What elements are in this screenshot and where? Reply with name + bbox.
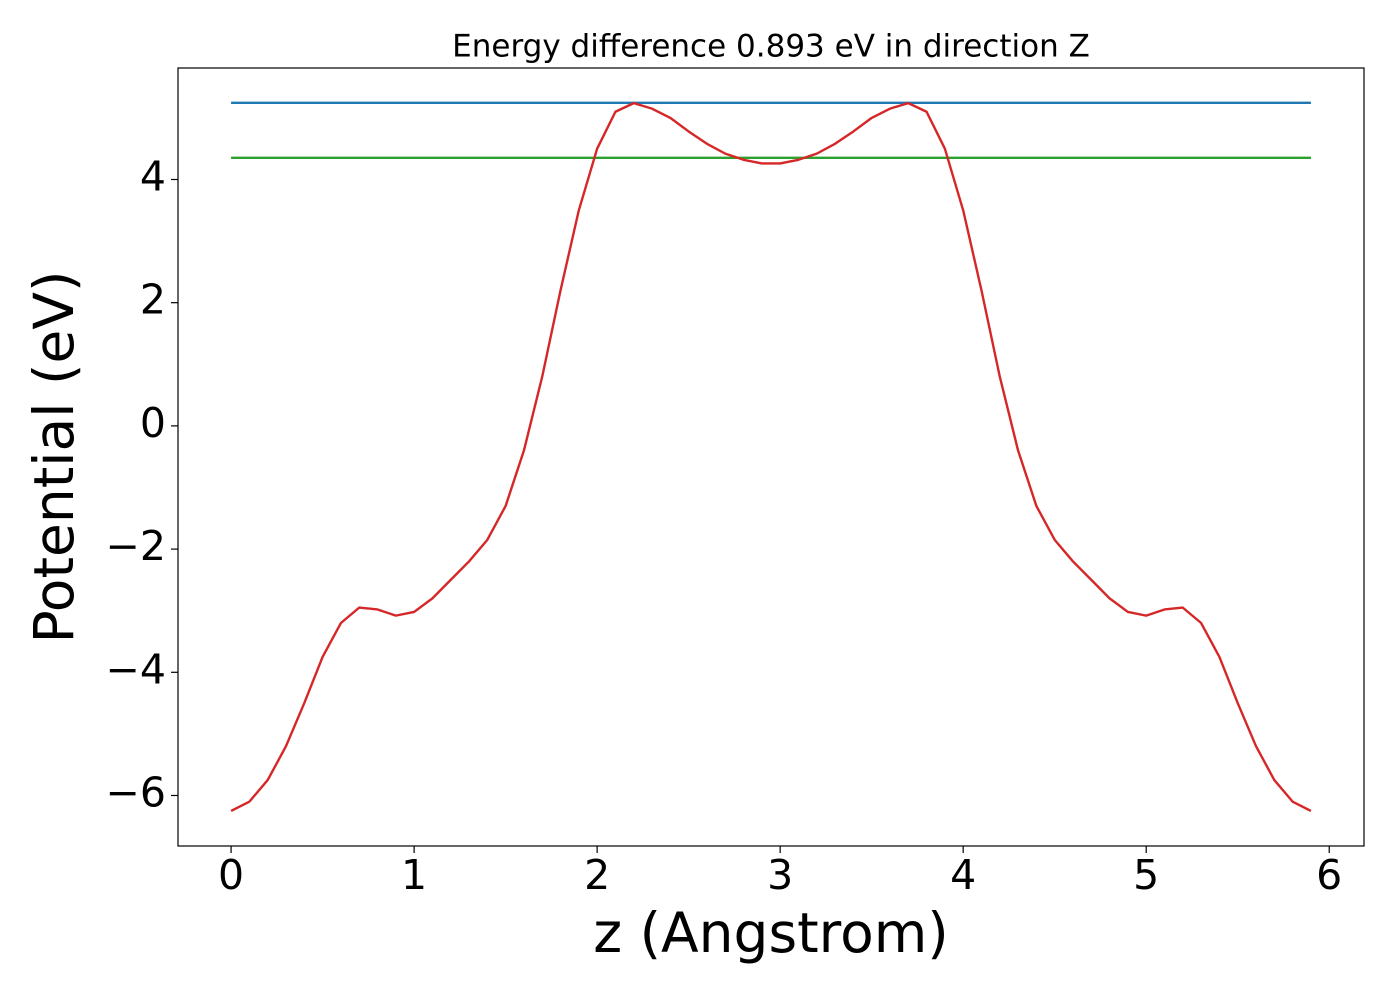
x-tick-label: 0 — [218, 851, 244, 899]
y-tick-label: 2 — [140, 276, 166, 324]
x-tick-label: 1 — [401, 851, 427, 899]
x-tick-label: 6 — [1316, 851, 1342, 899]
x-axis-label: z (Angstrom) — [593, 901, 949, 965]
x-tick-label: 4 — [950, 851, 976, 899]
y-tick-label: 0 — [140, 399, 166, 447]
x-tick-label: 5 — [1133, 851, 1159, 899]
line-series — [230, 101, 1312, 812]
y-tick-label: −6 — [106, 768, 166, 816]
x-tick-label: 2 — [584, 851, 610, 899]
x-tick-label: 3 — [767, 851, 793, 899]
y-tick-label: −2 — [106, 522, 166, 570]
plot-frame — [177, 67, 1365, 847]
y-axis-label: Potential (eV) — [22, 271, 86, 644]
y-tick-label: 4 — [140, 152, 166, 200]
y-tick-label: −4 — [106, 645, 166, 693]
chart-title: Energy difference 0.893 eV in direction … — [452, 29, 1090, 65]
